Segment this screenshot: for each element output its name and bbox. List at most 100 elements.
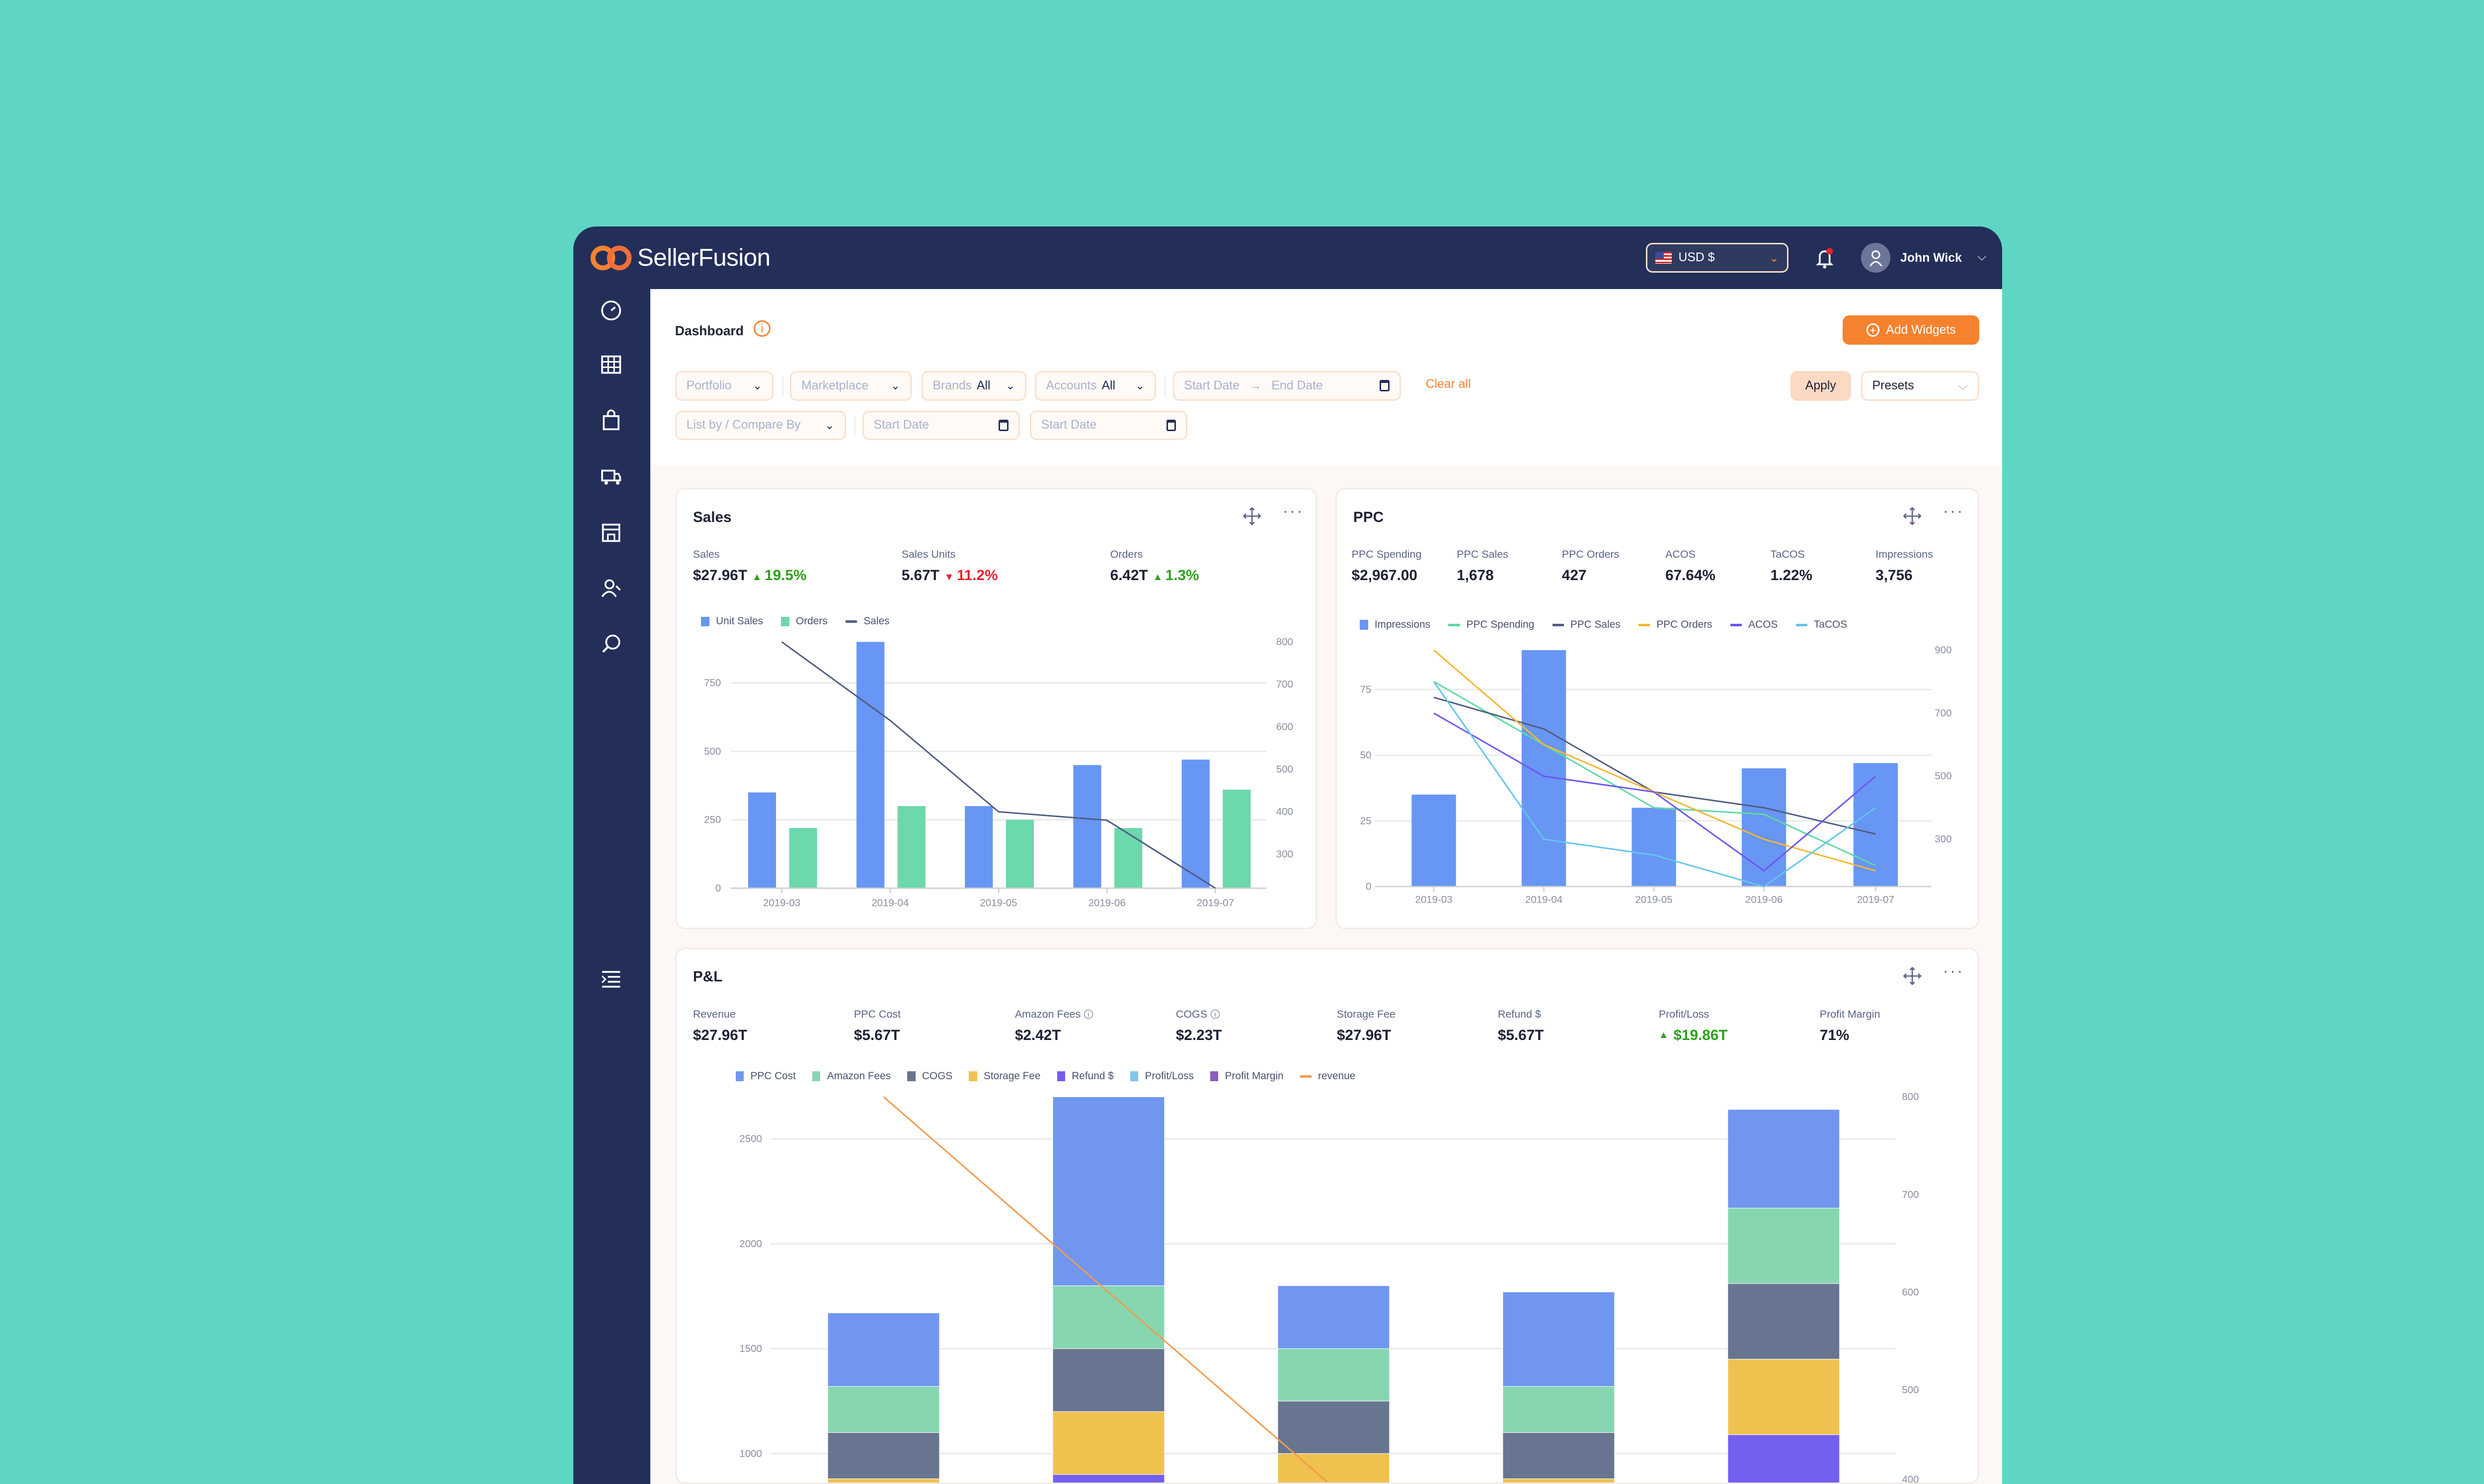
bar-segment-cogs[interactable] xyxy=(1277,1401,1390,1454)
line-tacos[interactable] xyxy=(1433,681,1876,888)
bar-segment-cogs[interactable] xyxy=(827,1432,940,1479)
menu-collapse-icon[interactable] xyxy=(600,967,622,990)
bar-segment-amazon-fees[interactable] xyxy=(1277,1348,1390,1402)
compare-start-date-input[interactable]: Start Date xyxy=(862,410,1020,440)
bar-segment-storage-fee[interactable] xyxy=(1502,1478,1615,1483)
legend-item[interactable]: Unit Sales xyxy=(701,615,763,627)
list-by-compare-by-select[interactable]: List by / Compare By ⌄ xyxy=(675,410,846,440)
bar-segment-refund-[interactable] xyxy=(1052,1474,1165,1483)
user-menu-chevron-icon[interactable]: ⌵ xyxy=(1977,249,1987,263)
users-icon[interactable] xyxy=(600,576,622,599)
legend-item[interactable]: TaCOS xyxy=(1795,619,1847,631)
bar-segment-storage-fee[interactable] xyxy=(827,1478,940,1483)
clear-all-link[interactable]: Clear all xyxy=(1425,377,1471,391)
legend-item[interactable]: ACOS xyxy=(1730,619,1778,631)
bar-orders[interactable] xyxy=(789,828,817,889)
line-revenue[interactable] xyxy=(883,1096,1329,1483)
bar-segment-cogs[interactable] xyxy=(1727,1283,1840,1359)
bar-segment-storage-fee[interactable] xyxy=(1052,1411,1165,1475)
bar-segment-amazon-fees[interactable] xyxy=(1502,1386,1615,1433)
presets-select[interactable]: Presets ⌵ xyxy=(1861,371,1979,401)
move-icon[interactable] xyxy=(1243,507,1261,525)
bar-segment-cogs[interactable] xyxy=(1052,1348,1165,1412)
apply-button[interactable]: Apply xyxy=(1790,371,1851,401)
bar-segment-cogs[interactable] xyxy=(1502,1432,1615,1479)
bar-segment-storage-fee[interactable] xyxy=(1727,1358,1840,1435)
notification-bell-icon[interactable] xyxy=(1815,246,1835,269)
date-range-input[interactable]: Start Date → End Date xyxy=(1172,371,1401,401)
info-icon[interactable]: i xyxy=(1084,1009,1093,1019)
bar-impressions[interactable] xyxy=(1521,650,1566,887)
bar-impressions[interactable] xyxy=(1853,763,1898,887)
brand-name[interactable]: SellerFusion xyxy=(637,243,771,272)
bar-segment-ppc-cost[interactable] xyxy=(1727,1109,1840,1208)
currency-select[interactable]: USD $ ⌄ xyxy=(1645,243,1789,273)
calendar-icon[interactable] xyxy=(999,419,1009,431)
user-avatar[interactable] xyxy=(1861,243,1891,273)
move-icon[interactable] xyxy=(1903,507,1922,525)
legend-item[interactable]: Profit/Loss xyxy=(1130,1070,1194,1082)
more-options-icon[interactable]: ··· xyxy=(1942,502,1964,521)
store-icon[interactable] xyxy=(600,520,622,543)
bar-segment-refund-[interactable] xyxy=(1727,1434,1840,1483)
legend-item[interactable]: Orders xyxy=(781,615,828,627)
page-title: Dashboard xyxy=(675,323,744,339)
bar-unit-sales[interactable] xyxy=(1181,759,1210,889)
legend-item[interactable]: Impressions xyxy=(1360,619,1430,631)
bar-unit-sales[interactable] xyxy=(856,642,885,889)
legend-swatch xyxy=(1638,623,1650,626)
legend-item[interactable]: Profit Margin xyxy=(1210,1070,1284,1082)
bar-unit-sales[interactable] xyxy=(748,792,776,889)
calendar-icon[interactable] xyxy=(1380,380,1390,392)
line-ppc-spending[interactable] xyxy=(1433,681,1876,866)
line-sales[interactable] xyxy=(781,641,1216,889)
info-icon[interactable]: i xyxy=(1210,1009,1220,1019)
line-acos[interactable] xyxy=(1433,712,1876,872)
marketplace-filter[interactable]: Marketplace ⌄ xyxy=(790,371,912,401)
bar-segment-ppc-cost[interactable] xyxy=(1052,1096,1165,1286)
bar-impressions[interactable] xyxy=(1631,808,1676,887)
bar-orders[interactable] xyxy=(1114,828,1143,889)
legend-item[interactable]: Refund $ xyxy=(1057,1070,1114,1082)
compare-start-date-input-2[interactable]: Start Date xyxy=(1029,410,1188,440)
legend-swatch xyxy=(735,1071,744,1082)
shopping-bag-icon[interactable] xyxy=(600,409,622,432)
bar-unit-sales[interactable] xyxy=(1073,765,1101,889)
brands-filter[interactable]: Brands All ⌄ xyxy=(921,371,1027,401)
move-icon[interactable] xyxy=(1903,966,1922,985)
calendar-icon[interactable] xyxy=(1166,419,1176,431)
bar-orders[interactable] xyxy=(1006,819,1034,889)
legend-item[interactable]: PPC Cost xyxy=(735,1070,796,1082)
user-name[interactable]: John Wick xyxy=(1900,251,1962,265)
search-icon[interactable] xyxy=(600,632,622,655)
dashboard-gauge-icon[interactable] xyxy=(600,299,622,322)
truck-icon[interactable] xyxy=(600,465,622,488)
legend-item[interactable]: PPC Sales xyxy=(1552,619,1621,631)
bar-unit-sales[interactable] xyxy=(965,806,993,889)
info-icon[interactable]: i xyxy=(754,320,771,337)
legend-item[interactable]: Sales xyxy=(846,615,889,627)
more-options-icon[interactable]: ··· xyxy=(1942,962,1964,981)
legend-item[interactable]: COGS xyxy=(907,1070,952,1082)
table-grid-icon[interactable] xyxy=(600,353,622,376)
bar-segment-amazon-fees[interactable] xyxy=(827,1386,940,1433)
bar-segment-ppc-cost[interactable] xyxy=(1502,1291,1615,1387)
bar-segment-ppc-cost[interactable] xyxy=(1277,1285,1390,1349)
legend-item[interactable]: revenue xyxy=(1300,1070,1355,1082)
bar-segment-storage-fee[interactable] xyxy=(1277,1453,1390,1483)
more-options-icon[interactable]: ··· xyxy=(1282,502,1304,521)
bar-segment-amazon-fees[interactable] xyxy=(1052,1285,1165,1349)
bar-segment-amazon-fees[interactable] xyxy=(1727,1207,1840,1284)
portfolio-filter[interactable]: Portfolio ⌄ xyxy=(675,371,774,401)
bar-orders[interactable] xyxy=(897,806,926,889)
accounts-filter[interactable]: Accounts All ⌄ xyxy=(1034,371,1157,401)
legend-item[interactable]: PPC Orders xyxy=(1638,619,1712,631)
legend-item[interactable]: Storage Fee xyxy=(969,1070,1041,1082)
legend-item[interactable]: PPC Spending xyxy=(1448,619,1534,631)
bar-impressions[interactable] xyxy=(1411,794,1456,887)
bar-orders[interactable] xyxy=(1223,789,1251,889)
add-widgets-button[interactable]: + Add Widgets xyxy=(1843,315,1979,345)
legend-item[interactable]: Amazon Fees xyxy=(812,1070,891,1082)
bar-impressions[interactable] xyxy=(1741,768,1786,887)
bar-segment-ppc-cost[interactable] xyxy=(827,1312,940,1387)
